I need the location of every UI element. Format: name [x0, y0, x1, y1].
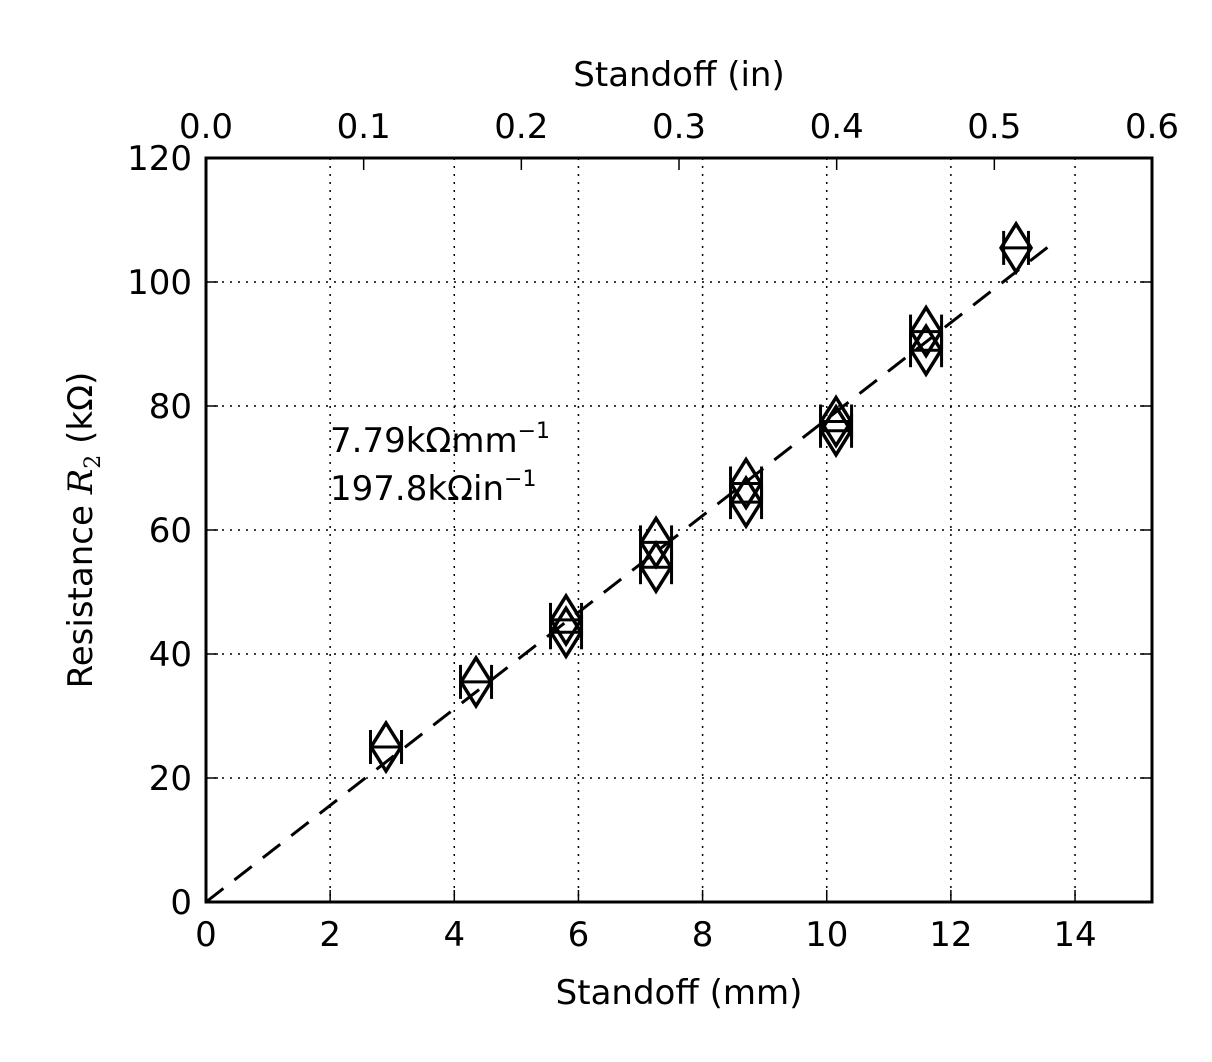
- x-tick-label: 10: [805, 915, 848, 955]
- y-axis-title: Resistance R2 (kΩ): [61, 372, 106, 689]
- y-tick-label: 20: [149, 759, 192, 799]
- x-axis-title: Standoff (mm): [556, 973, 803, 1013]
- y-tick-label: 80: [149, 387, 192, 427]
- data-point: [818, 403, 854, 459]
- diamond-marker: [548, 604, 584, 660]
- diamond-marker: [728, 474, 764, 530]
- data-point: [998, 220, 1034, 276]
- x2-tick-label: 0.4: [810, 107, 864, 147]
- diamond-marker: [458, 654, 494, 710]
- diamond-marker: [818, 394, 854, 449]
- diamond-marker: [638, 539, 674, 595]
- diamond-marker: [908, 322, 944, 378]
- x2-tick-label: 0.2: [494, 107, 548, 147]
- x2-tick-label: 0.0: [179, 107, 233, 147]
- annotation-slope-in: 197.8kΩin−1: [330, 467, 536, 509]
- y-tick-label: 40: [149, 635, 192, 675]
- x2-tick-label: 0.1: [337, 107, 391, 147]
- x-tick-label: 2: [319, 915, 341, 955]
- annotation-slope-mm: 7.79kΩmm−1: [330, 419, 550, 461]
- ticks: 0 2 4 6 8 10 12 14 0.0 0.1 0.2 0.3 0.4 0.5 0.6 0 20 40 60 8…: [127, 107, 1179, 955]
- data-point: [368, 719, 404, 775]
- x2-tick-label: 0.5: [967, 107, 1021, 147]
- y-tick-label: 120: [127, 139, 192, 179]
- diamond-marker: [368, 719, 404, 775]
- x-tick-label: 0: [195, 915, 217, 955]
- x2-axis-title: Standoff (in): [573, 55, 784, 95]
- x-tick-label: 8: [692, 915, 714, 955]
- x-tick-label: 12: [929, 915, 972, 955]
- diamond-marker: [728, 456, 764, 511]
- data-point: [458, 654, 494, 710]
- x-tick-label: 14: [1053, 915, 1096, 955]
- y-tick-label: 60: [149, 511, 192, 551]
- data-point: [908, 322, 944, 378]
- y-tick-label: 0: [170, 883, 192, 923]
- diamond-marker: [998, 220, 1034, 276]
- data-point: [638, 539, 674, 595]
- x2-tick-label: 0.6: [1125, 107, 1179, 147]
- x-tick-label: 4: [443, 915, 465, 955]
- data-points: [368, 220, 1034, 775]
- data-point: [728, 474, 764, 530]
- y-tick-label: 100: [127, 263, 192, 303]
- data-point: [548, 604, 584, 660]
- diamond-marker: [908, 304, 944, 359]
- diamond-marker: [548, 592, 584, 648]
- x-tick-label: 6: [568, 915, 590, 955]
- diamond-marker: [818, 403, 854, 459]
- x2-tick-label: 0.3: [652, 107, 706, 147]
